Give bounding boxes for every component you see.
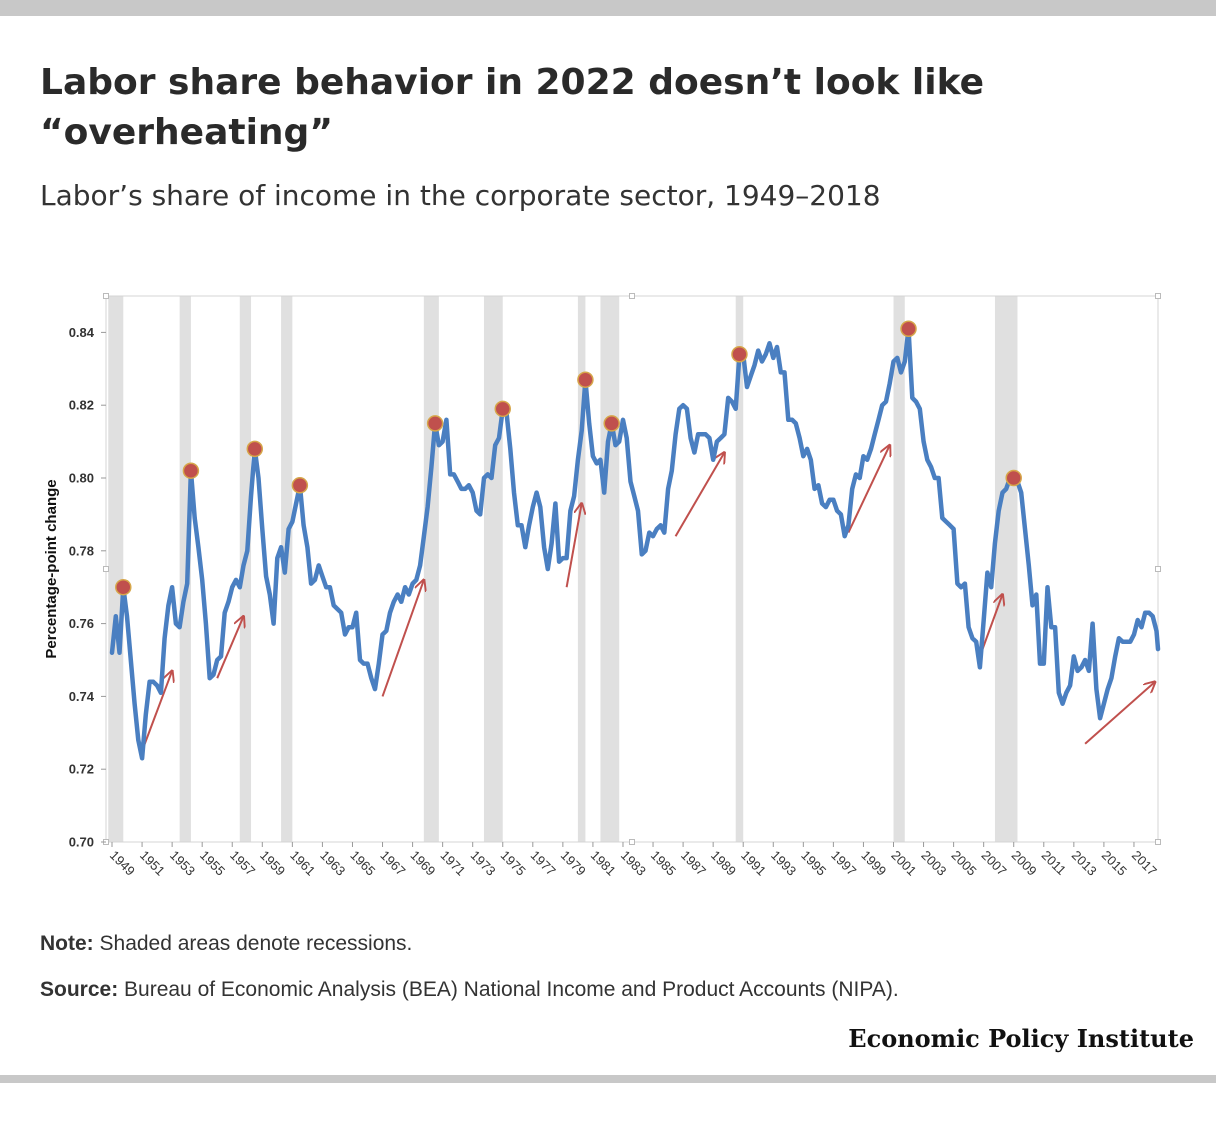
trend-arrow [141, 671, 172, 752]
x-tick-label: 2003 [918, 848, 949, 879]
peak-marker [182, 462, 200, 479]
y-tick-label: 0.80 [69, 471, 94, 486]
frame-handle [103, 293, 109, 299]
recession-band [600, 296, 620, 842]
peak-marker [246, 440, 264, 458]
frame-handle [629, 293, 635, 299]
x-tick-label: 1975 [498, 848, 529, 879]
chart-subtitle: Labor’s share of income in the corporate… [40, 179, 881, 212]
frame-handle [103, 566, 109, 572]
y-tick-label: 0.78 [69, 543, 94, 558]
x-tick-label: 2009 [1009, 848, 1040, 879]
x-tick-label: 1965 [347, 848, 378, 879]
x-tick-label: 1995 [798, 848, 829, 879]
labor-share-line [109, 326, 1161, 761]
x-tick-label: 1985 [648, 848, 679, 879]
top-rule [0, 0, 1216, 16]
x-tick-label: 1953 [167, 848, 198, 879]
x-tick-label: 1977 [528, 848, 559, 879]
x-tick-label: 2015 [1099, 848, 1130, 879]
x-tick-label: 2005 [948, 848, 979, 879]
frame-handle [1155, 566, 1161, 572]
x-tick-label: 1981 [588, 848, 619, 879]
x-tick-label: 2011 [1039, 848, 1069, 878]
epi-brand: Economic Policy Institute [848, 1024, 1194, 1053]
source-label: Source: [40, 978, 119, 1001]
x-tick-label: 1987 [678, 848, 709, 879]
x-tick-label: 1983 [618, 848, 649, 879]
labor-share-chart: 0.70 0.72 0.74 0.76 0.78 0.80 0.82 0.84 Percenta… [43, 293, 1161, 879]
x-tick-label: 1993 [768, 848, 799, 879]
note: Note: Shaded areas denote recessions. [40, 930, 412, 958]
y-tick-label: 0.76 [69, 616, 94, 631]
peak-marker [603, 415, 620, 432]
y-tick-label: 0.70 [69, 835, 94, 850]
frame-handle [1155, 293, 1161, 299]
y-axis-label: Percentage-point change [43, 479, 60, 658]
x-tick-label: 1969 [407, 848, 438, 879]
peak-marker [731, 345, 748, 363]
recession-band [179, 296, 191, 842]
recession-band [108, 296, 124, 842]
recession-band [893, 296, 905, 842]
y-tick-label: 0.74 [69, 689, 95, 704]
trend-arrow [1084, 682, 1155, 745]
x-tick-label: 1967 [377, 848, 408, 879]
trend-arrow [381, 580, 424, 697]
x-tick-label: 2007 [979, 848, 1010, 879]
x-tick-label: 1997 [828, 848, 859, 879]
peak-marker [494, 400, 512, 418]
x-tick-label: 1955 [197, 848, 228, 879]
x-tick-label: 1951 [137, 848, 168, 879]
recession-band [423, 296, 439, 842]
chart-title: Labor share behavior in 2022 doesn’t loo… [40, 62, 984, 153]
x-tick-label: 2017 [1129, 848, 1160, 879]
trend-arrow [216, 616, 243, 679]
peak-marker [115, 578, 132, 596]
x-tick-label: 1973 [468, 848, 499, 879]
recession-band [239, 296, 252, 842]
frame-handle [629, 839, 635, 845]
x-tick-label: 1949 [107, 848, 138, 879]
x-tick-label: 1963 [317, 848, 348, 879]
frame-handle [1155, 839, 1161, 845]
y-tick-label: 0.82 [69, 398, 94, 413]
recession-band [577, 296, 586, 842]
trend-arrow [674, 453, 725, 537]
recession-band [994, 296, 1018, 842]
y-tick-label: 0.84 [69, 325, 95, 340]
note-label: Note: [40, 932, 94, 955]
x-tick-label: 1971 [438, 848, 469, 879]
x-tick-label: 1961 [287, 848, 318, 879]
x-tick-label: 2001 [888, 848, 919, 879]
x-tick-label: 1999 [858, 848, 889, 879]
peak-marker [577, 371, 594, 388]
x-tick-label: 1991 [738, 848, 769, 879]
x-tick-label: 1979 [558, 848, 589, 879]
y-tick-label: 0.72 [69, 762, 94, 777]
trend-arrow [847, 445, 889, 534]
peak-marker [426, 415, 444, 432]
x-tick-label: 1959 [257, 848, 288, 879]
note-text: Shaded areas denote recessions. [93, 932, 413, 955]
x-tick-label: 1957 [227, 848, 258, 879]
source: Source: Bureau of Economic Analysis (BEA… [40, 976, 899, 1004]
x-tick-label: 2013 [1069, 848, 1100, 879]
peak-marker [291, 477, 309, 494]
recession-band [735, 296, 744, 842]
source-text: Bureau of Economic Analysis (BEA) Nation… [118, 978, 899, 1001]
bottom-rule [0, 1075, 1216, 1083]
trend-arrow [565, 503, 582, 588]
peak-marker [900, 320, 917, 338]
recession-band [483, 296, 503, 842]
peak-marker [1005, 469, 1022, 487]
x-tick-label: 1989 [708, 848, 739, 879]
